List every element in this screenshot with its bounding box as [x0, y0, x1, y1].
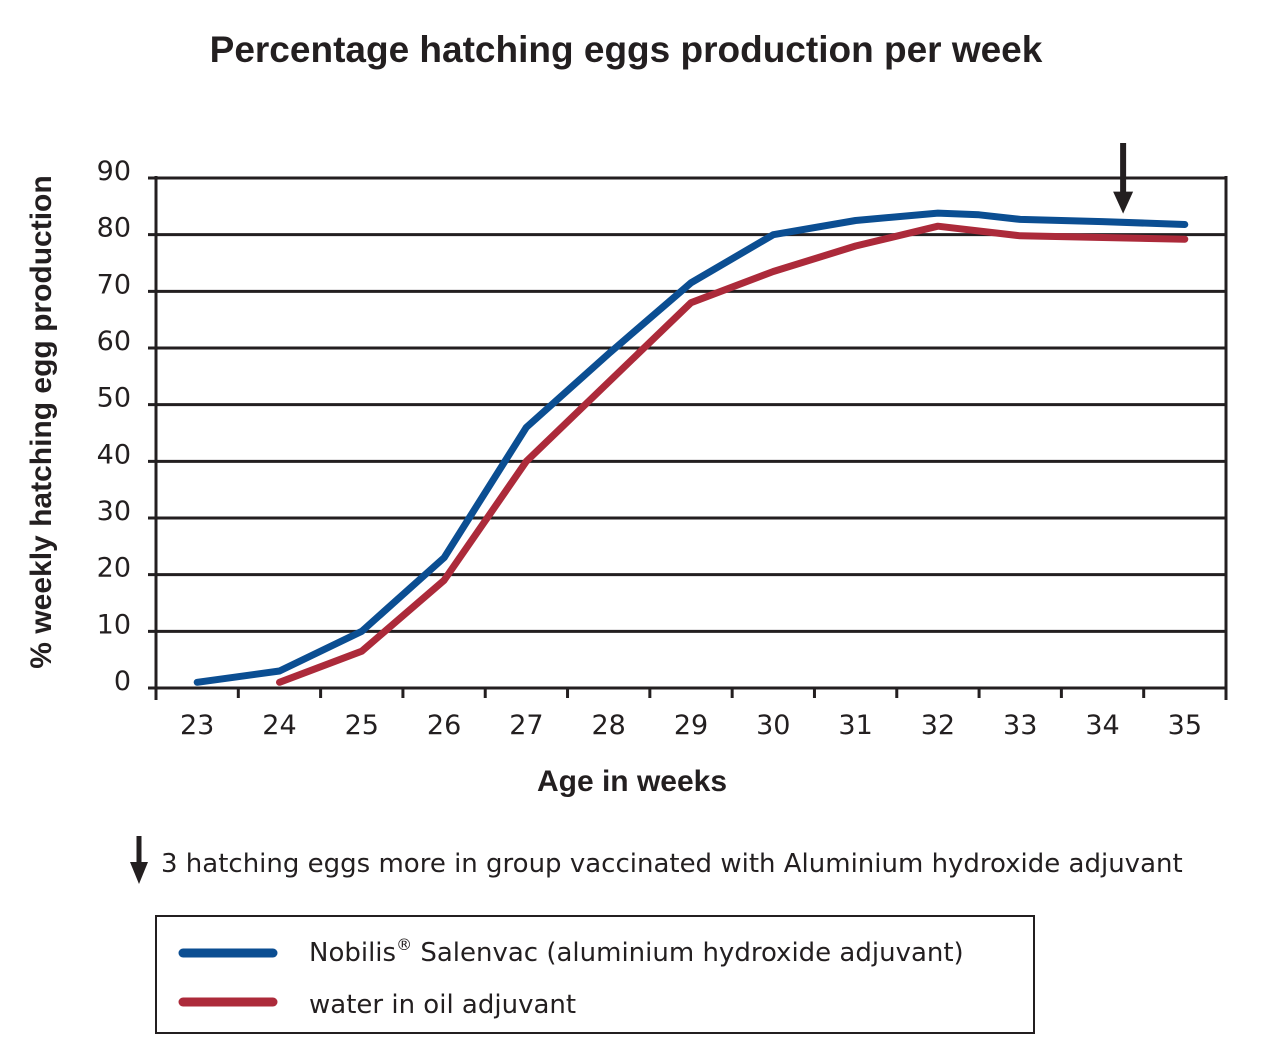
x-tick-label-30: 30 [756, 710, 790, 741]
legend-label-0-main: Nobilis [309, 938, 396, 968]
y-tick-label-70: 70 [97, 269, 131, 300]
x-tick-label-29: 29 [674, 710, 708, 741]
x-axis-title: Age in weeks [537, 765, 727, 798]
x-tick-label-35: 35 [1168, 710, 1202, 741]
y-axis-ticks: 0 10 20 30 40 50 60 70 80 90 [97, 156, 131, 697]
y-tick-label-0: 0 [114, 666, 131, 697]
plot-area [154, 176, 1228, 700]
annotations [1113, 143, 1134, 214]
x-tick-label-23: 23 [180, 710, 214, 741]
gridlines [148, 176, 1226, 690]
y-tick-label-80: 80 [97, 213, 131, 244]
x-tick-label-34: 34 [1085, 710, 1119, 741]
legend-box [155, 915, 1035, 1034]
x-tick-label-24: 24 [262, 710, 296, 741]
series-lines [193, 209, 1189, 686]
x-tick-label-25: 25 [345, 710, 379, 741]
chart-title: Percentage hatching eggs production per … [210, 29, 1043, 70]
series-line-1 [276, 222, 1189, 686]
y-tick-label-60: 60 [97, 326, 131, 357]
x-tick-label-26: 26 [427, 710, 461, 741]
legend-label-0-rest: Salenvac (aluminium hydroxide adjuvant) [412, 938, 964, 968]
note-arrow-head [130, 862, 148, 884]
y-tick-label-40: 40 [97, 439, 131, 470]
x-axis-ticks: 23 24 25 26 27 28 29 30 31 32 33 34 35 [154, 688, 1228, 741]
legend-label-0: Nobilis® Salenvac (aluminium hydroxide a… [309, 935, 964, 968]
legend-label-0-sup: ® [396, 935, 412, 954]
y-tick-label-10: 10 [97, 609, 131, 640]
x-tick-label-33: 33 [1003, 710, 1037, 741]
note: 3 hatching eggs more in group vaccinated… [130, 836, 1183, 884]
note-text: 3 hatching eggs more in group vaccinated… [161, 849, 1183, 879]
x-tick-label-32: 32 [921, 710, 955, 741]
series-line-0 [193, 209, 1189, 686]
x-tick-label-31: 31 [838, 710, 872, 741]
legend: Nobilis® Salenvac (aluminium hydroxide a… [155, 915, 1035, 1034]
y-axis-title: % weekly hatching egg production [25, 175, 58, 668]
legend-label-1: water in oil adjuvant [309, 990, 576, 1020]
y-tick-label-50: 50 [97, 383, 131, 414]
annotation-arrow-head-0 [1113, 191, 1134, 214]
y-tick-label-30: 30 [97, 496, 131, 527]
y-tick-label-90: 90 [97, 156, 131, 187]
x-tick-label-27: 27 [509, 710, 543, 741]
y-tick-label-20: 20 [97, 553, 131, 584]
x-tick-label-28: 28 [592, 710, 626, 741]
